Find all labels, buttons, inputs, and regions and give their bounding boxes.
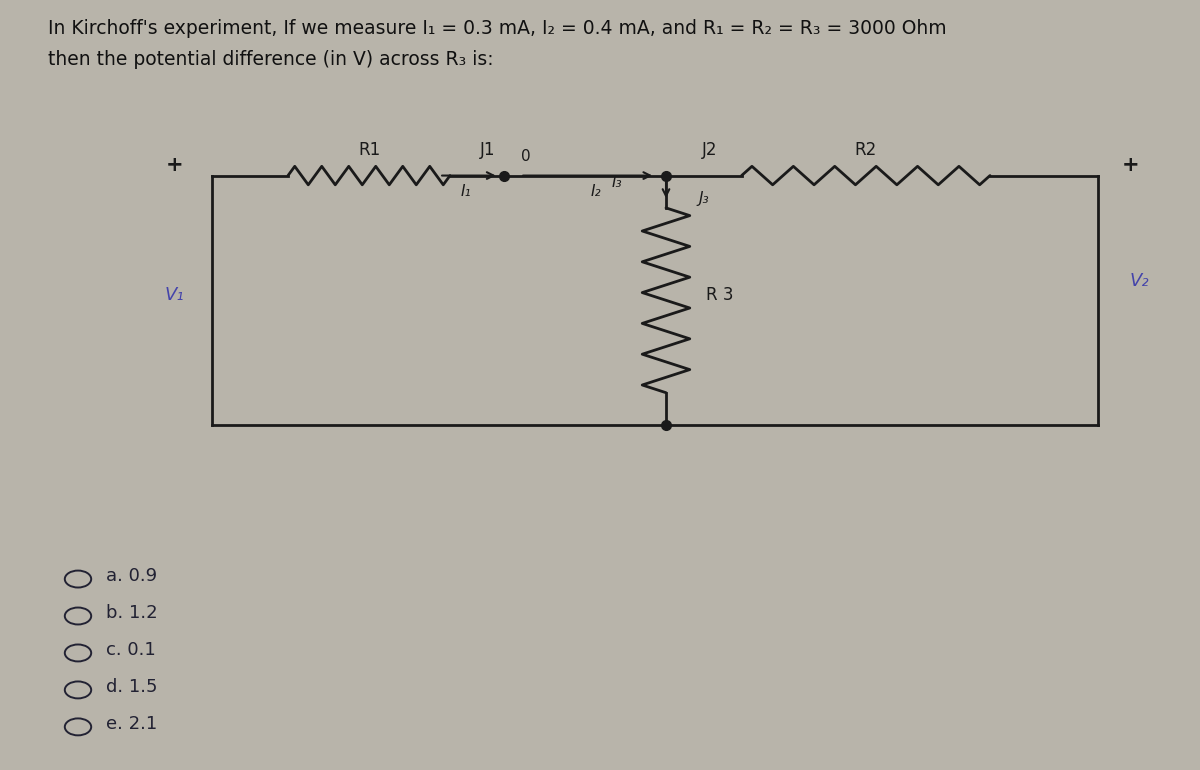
Text: R2: R2: [854, 141, 877, 159]
Text: d. 1.5: d. 1.5: [106, 678, 157, 696]
Text: a. 0.9: a. 0.9: [106, 567, 157, 585]
Text: b. 1.2: b. 1.2: [106, 604, 157, 622]
Text: J2: J2: [702, 141, 716, 159]
Text: I₂: I₂: [590, 184, 601, 199]
Text: +: +: [1122, 155, 1139, 175]
Text: e. 2.1: e. 2.1: [106, 715, 157, 733]
Text: +: +: [166, 155, 184, 175]
Text: then the potential difference (in V) across R₃ is:: then the potential difference (in V) acr…: [48, 50, 493, 69]
Text: V₁: V₁: [164, 286, 185, 304]
Text: In Kirchoff's experiment, If we measure I₁ = 0.3 mA, I₂ = 0.4 mA, and R₁ = R₂ = : In Kirchoff's experiment, If we measure …: [48, 19, 947, 38]
Text: J1: J1: [480, 141, 496, 159]
Text: I₁: I₁: [461, 184, 472, 199]
Text: c. 0.1: c. 0.1: [106, 641, 155, 659]
Text: R 3: R 3: [707, 286, 733, 304]
Text: R1: R1: [358, 141, 380, 159]
Text: I₃: I₃: [612, 175, 623, 190]
Text: 0: 0: [521, 149, 530, 164]
Text: J₃: J₃: [698, 191, 709, 206]
Text: V₂: V₂: [1129, 273, 1148, 290]
